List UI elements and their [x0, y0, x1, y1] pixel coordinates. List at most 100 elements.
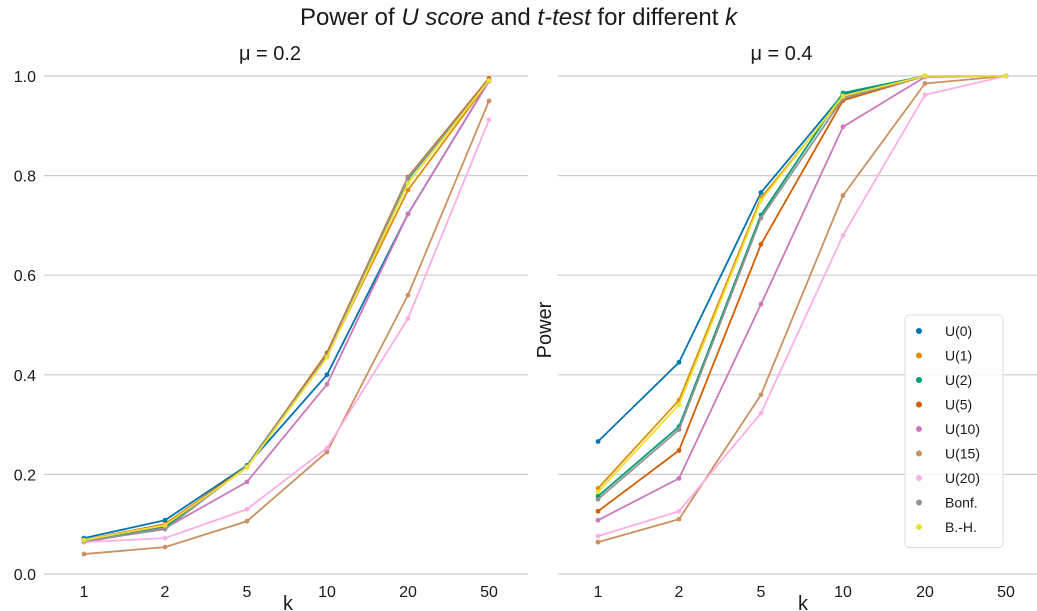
series-U(15) — [595, 73, 1009, 545]
data-point-U(0)-k2 — [676, 359, 682, 365]
panel-mu-0.4: μ = 0.4 1 2 5 10 20 50 k Power — [534, 43, 1037, 611]
series-line-U(15) — [83, 100, 490, 555]
data-point-B.-H.-k1 — [595, 489, 601, 495]
x-tick-label-2: 2 — [675, 584, 684, 601]
legend-label-U(15): U(15) — [945, 446, 980, 462]
legend-box — [904, 314, 1004, 548]
data-point-U(15)-k20 — [405, 292, 411, 298]
panel-title: μ = 0.4 — [750, 43, 812, 65]
legend-marker-U(2) — [916, 377, 922, 383]
legend-marker-U(1) — [916, 352, 922, 359]
figure-title-part-4: for different — [590, 4, 726, 31]
series-line-B.-H. — [597, 75, 1006, 493]
data-point-U(10)-k20 — [405, 211, 411, 217]
data-point-U(15)-k2 — [676, 516, 682, 522]
series-line-U(20) — [83, 119, 490, 544]
figure-title-part-2: and — [484, 4, 538, 31]
y-tick-label: 1.0 — [14, 69, 36, 86]
data-point-U(5)-k1 — [595, 508, 601, 514]
x-tick-label-1: 1 — [80, 584, 89, 601]
data-point-U(10)-k1 — [595, 517, 601, 523]
series-line-U(20) — [597, 75, 1007, 538]
data-point-B.-H.-k50 — [1003, 73, 1009, 79]
data-point-B.-H.-k5 — [758, 198, 764, 203]
data-point-Bonf.-k5 — [758, 215, 764, 221]
series-line-Bonf. — [83, 79, 490, 543]
panel-title: μ = 0.2 — [239, 43, 301, 65]
x-tick-label-20: 20 — [399, 584, 417, 601]
y-tick-label: 0.0 — [14, 567, 36, 584]
legend-label-U(20): U(20) — [945, 470, 980, 486]
legend-label-B.-H.: B.-H. — [945, 519, 977, 535]
data-point-U(15)-k5 — [758, 392, 764, 398]
data-point-U(0)-k1 — [595, 439, 601, 444]
data-point-B.-H.-k10 — [324, 354, 330, 360]
figure-title-part-0: Power of — [299, 4, 402, 31]
data-point-U(10)-k5 — [244, 479, 250, 485]
data-point-U(15)-k2 — [162, 544, 168, 550]
y-tick-label: 0.4 — [14, 368, 36, 385]
series-Bonf. — [81, 77, 492, 544]
data-point-U(15)-k10 — [840, 193, 846, 198]
data-point-B.-H.-k10 — [840, 93, 846, 99]
figure-title-part-5: k — [725, 4, 738, 31]
data-point-U(1)-k20 — [405, 187, 411, 193]
data-point-B.-H.-k2 — [162, 522, 168, 528]
data-point-U(20)-k10 — [324, 445, 330, 451]
data-point-U(15)-k50 — [486, 98, 492, 104]
legend-marker-U(0) — [916, 328, 922, 334]
x-axis-label: k — [283, 593, 294, 611]
series-B.-H. — [595, 73, 1009, 495]
series-line-U(5) — [83, 77, 490, 542]
data-point-U(15)-k20 — [922, 81, 928, 86]
y-tick-label: 0.8 — [14, 169, 36, 186]
legend-marker-B.-H. — [916, 524, 922, 530]
data-point-U(20)-k10 — [840, 232, 846, 238]
data-point-U(20)-k2 — [676, 508, 682, 514]
data-point-U(0)-k10 — [324, 372, 330, 378]
x-tick-label-5: 5 — [757, 584, 766, 601]
series-U(2) — [81, 77, 492, 544]
legend-marker-U(15) — [916, 450, 922, 457]
data-point-U(20)-k20 — [922, 92, 928, 98]
figure-title-part-1: U score — [401, 4, 485, 31]
data-point-U(0)-k2 — [162, 517, 168, 523]
data-point-U(10)-k2 — [676, 475, 682, 481]
data-point-B.-H.-k2 — [676, 402, 682, 408]
legend-label-U(2): U(2) — [945, 372, 972, 388]
x-tick-label-50: 50 — [997, 584, 1015, 601]
legend-label-U(10): U(10) — [945, 421, 980, 437]
series-U(20) — [81, 117, 492, 545]
legend-label-U(1): U(1) — [945, 348, 972, 364]
data-point-U(20)-k20 — [405, 316, 411, 321]
y-axis-label: Power — [534, 301, 556, 358]
series-line-U(1) — [83, 80, 490, 542]
data-point-Bonf.-k1 — [595, 496, 601, 502]
panel-mu-0.2: 0.0 0.2 0.4 0.6 0.8 1.0 μ = 0.2 1 2 5 10 20 50 k — [14, 43, 528, 611]
data-point-U(15)-k1 — [81, 551, 87, 557]
series-line-B.-H. — [83, 79, 490, 542]
x-tick-label-50: 50 — [480, 584, 498, 601]
series-line-U(0) — [83, 80, 490, 540]
data-point-U(15)-k10 — [324, 449, 330, 455]
x-tick-label-10: 10 — [834, 584, 852, 601]
data-point-U(20)-k50 — [486, 117, 492, 123]
legend-label-U(0): U(0) — [945, 323, 972, 339]
data-point-U(10)-k10 — [324, 381, 330, 387]
series-line-U(10) — [83, 80, 490, 544]
legend-label-U(5): U(5) — [945, 397, 972, 413]
figure-title-part-3: t-test — [537, 4, 591, 31]
data-point-U(10)-k5 — [758, 301, 764, 307]
data-point-Bonf.-k2 — [676, 427, 682, 432]
data-point-B.-H.-k50 — [486, 78, 492, 83]
x-tick-label-5: 5 — [243, 584, 252, 601]
x-tick-label-10: 10 — [318, 584, 336, 601]
legend-marker-Bonf. — [916, 499, 922, 506]
series-line-U(2) — [83, 78, 490, 543]
data-point-U(20)-k5 — [244, 506, 250, 512]
data-point-U(10)-k10 — [840, 124, 846, 130]
series-B.-H. — [81, 78, 492, 543]
data-point-U(15)-k5 — [244, 518, 250, 524]
data-point-U(15)-k1 — [595, 539, 601, 545]
